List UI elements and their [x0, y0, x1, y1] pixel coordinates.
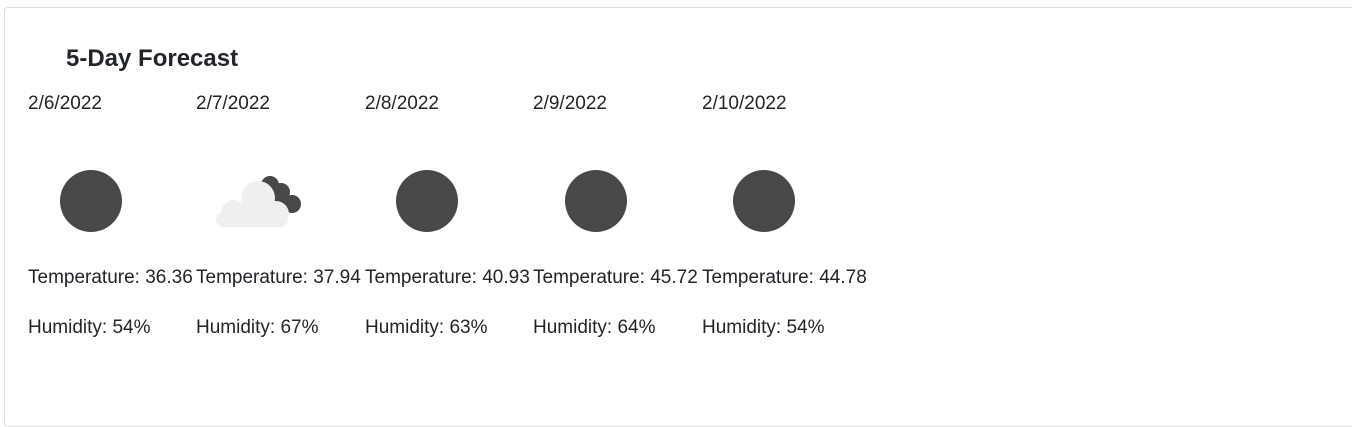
- full-moon-icon: [733, 170, 795, 232]
- forecast-temperature: Temperature: 37.94: [196, 267, 361, 288]
- forecast-humidity: Humidity: 54%: [702, 317, 825, 338]
- forecast-temperature: Temperature: 36.36: [28, 267, 193, 288]
- forecast-date: 2/9/2022: [533, 93, 607, 114]
- full-moon-icon: [565, 170, 627, 232]
- forecast-date: 2/10/2022: [702, 93, 787, 114]
- full-moon-icon: [60, 170, 122, 232]
- forecast-humidity: Humidity: 64%: [533, 317, 656, 338]
- forecast-date: 2/7/2022: [196, 93, 270, 114]
- forecast-date: 2/6/2022: [28, 93, 102, 114]
- forecast-date: 2/8/2022: [365, 93, 439, 114]
- forecast-humidity: Humidity: 63%: [365, 317, 488, 338]
- forecast-temperature: Temperature: 40.93: [365, 267, 530, 288]
- forecast-title: 5-Day Forecast: [66, 45, 239, 72]
- forecast-humidity: Humidity: 54%: [28, 317, 151, 338]
- forecast-temperature: Temperature: 44.78: [702, 267, 867, 288]
- forecast-temperature: Temperature: 45.72: [533, 267, 698, 288]
- partly-cloudy-night-icon: [216, 176, 301, 227]
- full-moon-icon: [396, 170, 458, 232]
- forecast-humidity: Humidity: 67%: [196, 317, 319, 338]
